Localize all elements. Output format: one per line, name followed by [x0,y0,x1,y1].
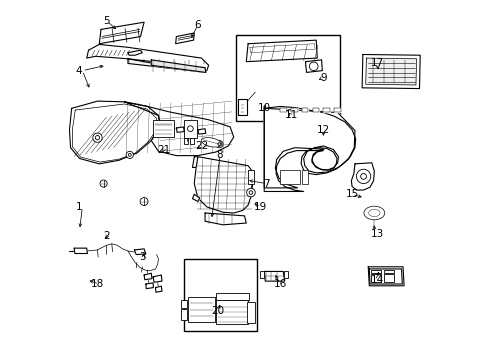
Text: 14: 14 [370,275,383,285]
Polygon shape [264,107,355,192]
Polygon shape [128,50,142,55]
Bar [280,170,300,184]
Bar [247,170,253,184]
Circle shape [95,135,100,140]
Text: 12: 12 [316,125,329,135]
Bar [215,300,247,324]
Polygon shape [351,163,373,190]
Text: 13: 13 [370,229,383,239]
Bar [190,138,193,144]
Bar [247,302,255,323]
Bar [235,35,339,121]
Text: 9: 9 [320,73,326,83]
Polygon shape [176,127,184,132]
Bar [187,297,214,321]
Circle shape [187,126,193,132]
Polygon shape [69,101,160,164]
Circle shape [100,180,107,187]
Circle shape [126,151,133,158]
Circle shape [356,169,370,184]
Text: 2: 2 [103,231,109,240]
Ellipse shape [368,210,379,217]
Text: 11: 11 [284,111,297,121]
Circle shape [246,188,255,197]
Polygon shape [86,44,208,71]
Text: 19: 19 [253,202,267,212]
Ellipse shape [363,206,384,220]
Bar [301,170,308,184]
Text: 21: 21 [157,144,170,154]
Polygon shape [151,60,205,72]
Circle shape [309,62,317,71]
Polygon shape [155,286,162,292]
Polygon shape [153,275,162,282]
Polygon shape [124,102,233,156]
Circle shape [249,191,252,194]
Polygon shape [264,271,284,281]
Text: 18: 18 [91,279,104,289]
Polygon shape [204,213,246,225]
Text: 20: 20 [211,306,224,316]
Circle shape [360,174,366,179]
Circle shape [128,153,131,156]
Bar [181,309,187,320]
Bar [370,270,381,273]
Text: 6: 6 [194,20,201,30]
Text: 4: 4 [75,66,82,76]
Bar [260,271,264,278]
Polygon shape [305,60,322,72]
Polygon shape [362,54,419,89]
Bar [181,300,187,308]
Bar [284,271,287,278]
Text: 3: 3 [139,252,145,262]
Text: 10: 10 [257,103,270,113]
Polygon shape [368,269,402,284]
Circle shape [215,140,223,148]
Polygon shape [194,157,253,213]
Polygon shape [74,248,87,253]
Polygon shape [192,194,199,202]
Bar [370,274,381,282]
Polygon shape [175,33,194,44]
Polygon shape [145,283,153,289]
Circle shape [140,198,148,206]
Polygon shape [134,249,145,255]
Text: 15: 15 [345,189,358,199]
Polygon shape [264,108,354,188]
Bar [153,120,174,137]
Text: 22: 22 [194,141,208,151]
Polygon shape [312,108,319,112]
Text: 5: 5 [103,17,109,27]
Polygon shape [238,99,246,116]
Polygon shape [290,108,297,112]
Bar [183,259,257,330]
Polygon shape [144,273,152,280]
Text: 7: 7 [262,179,269,189]
Polygon shape [280,108,286,112]
Bar [184,138,187,144]
Polygon shape [99,22,144,44]
Text: 8: 8 [216,150,222,160]
Bar [215,293,248,300]
Polygon shape [128,59,205,72]
Polygon shape [246,40,317,62]
Text: 17: 17 [370,58,383,68]
Bar [383,270,394,273]
Circle shape [218,143,221,145]
Text: 16: 16 [273,279,286,289]
Polygon shape [365,58,416,85]
Polygon shape [198,129,205,134]
Ellipse shape [201,138,221,147]
Polygon shape [192,157,198,167]
Bar [183,120,197,138]
Polygon shape [333,108,340,112]
Polygon shape [301,108,308,112]
Polygon shape [323,108,329,112]
Circle shape [93,133,102,142]
Bar [383,274,394,282]
Text: 1: 1 [76,202,82,212]
